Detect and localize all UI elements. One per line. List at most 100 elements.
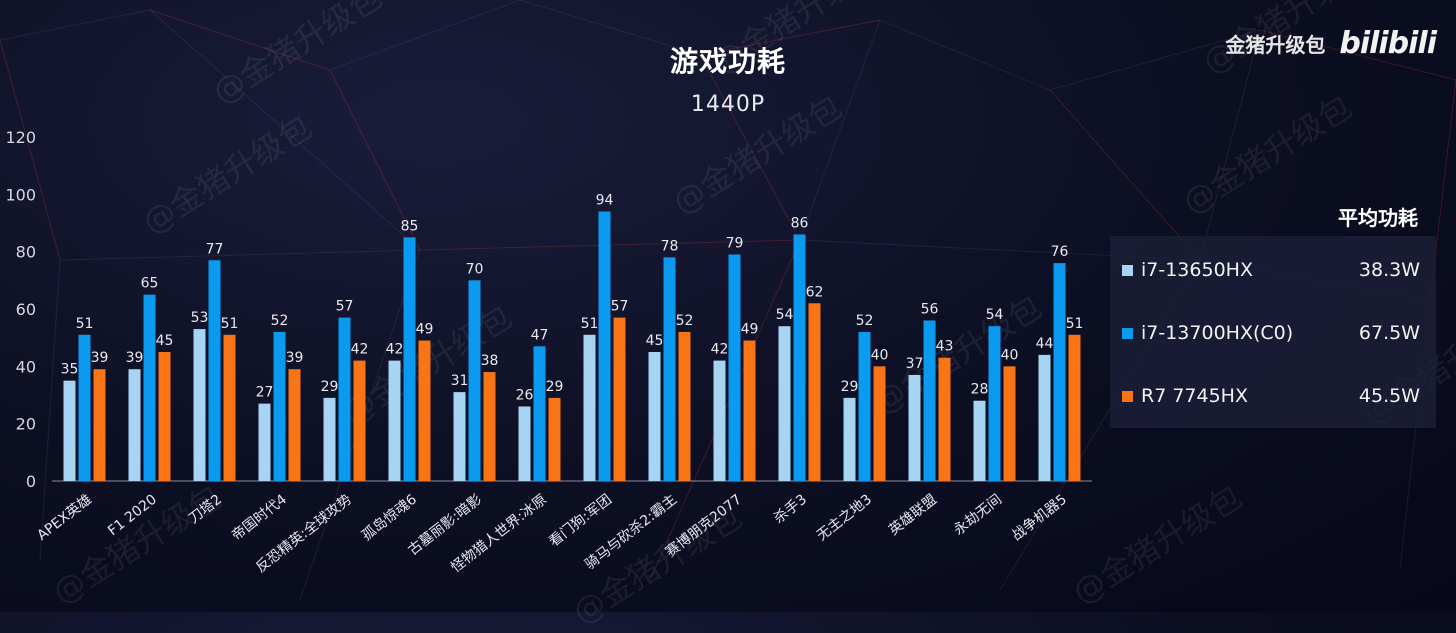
bar-value-label: 85 <box>401 218 419 234</box>
bar-value-label: 52 <box>271 313 289 329</box>
legend-swatch <box>1122 390 1133 402</box>
bar <box>598 211 611 482</box>
bar <box>453 392 466 481</box>
x-tick-label: 永劫无间 <box>951 492 1005 539</box>
bar-value-label: 27 <box>256 385 274 401</box>
bar <box>858 331 871 481</box>
y-tick-label: 0 <box>26 472 36 491</box>
bar-value-label: 86 <box>791 215 809 231</box>
bar <box>778 326 791 481</box>
bar <box>793 234 806 481</box>
bar-value-label: 77 <box>206 241 224 257</box>
bar <box>323 397 336 481</box>
bar <box>468 280 481 481</box>
bar-chart: 0 20 40 60 80 100 120 35 51 39 APEX英雄 39 65 45 F1 2020… <box>5 128 1092 576</box>
bar-value-label: 56 <box>921 301 939 317</box>
bar-value-label: 39 <box>126 350 144 366</box>
bar <box>158 352 171 481</box>
legend-item-value: 45.5W <box>1358 385 1420 407</box>
bar <box>418 340 431 481</box>
bar <box>273 331 286 481</box>
x-tick-label: APEX英雄 <box>34 491 95 544</box>
legend-item-value: 67.5W <box>1358 322 1420 344</box>
bar-value-label: 53 <box>191 310 209 326</box>
bar-value-label: 28 <box>971 382 989 398</box>
bar-value-label: 94 <box>596 193 614 209</box>
bar <box>728 254 741 481</box>
bar <box>1053 263 1066 481</box>
bar-value-label: 54 <box>776 307 794 323</box>
bar <box>1068 334 1081 481</box>
bar <box>713 360 726 481</box>
bar <box>743 340 756 481</box>
bar <box>873 366 886 481</box>
bar <box>388 360 401 481</box>
bar-value-label: 49 <box>416 322 434 338</box>
bar-value-label: 42 <box>711 342 729 358</box>
x-tick-label: 帝国时代4 <box>229 491 290 544</box>
y-tick-label: 100 <box>5 185 36 204</box>
bar <box>223 334 236 481</box>
bar-value-label: 47 <box>531 327 549 343</box>
bar <box>988 326 1001 481</box>
bar <box>613 317 626 481</box>
x-tick-label: 战争机器5 <box>1009 492 1070 545</box>
legend-swatch <box>1122 327 1133 339</box>
bar <box>973 400 986 481</box>
bar-value-label: 78 <box>661 238 679 254</box>
bar-value-label: 79 <box>726 236 744 252</box>
bar-value-label: 76 <box>1051 244 1069 260</box>
y-tick-label: 60 <box>16 300 36 319</box>
bar <box>93 369 106 481</box>
bar <box>193 329 206 481</box>
x-tick-label: 刀塔2 <box>186 492 225 527</box>
bar-value-label: 42 <box>386 342 404 358</box>
legend-item-r7-7745hx: R7 7745HX 45.5W <box>1110 376 1436 416</box>
bar <box>128 369 141 481</box>
bar-value-label: 49 <box>741 322 759 338</box>
legend-item-i7-13700hx: i7-13700HX(C0) 67.5W <box>1110 313 1436 353</box>
bar-value-label: 57 <box>336 299 354 315</box>
bar-value-label: 54 <box>986 307 1004 323</box>
bar <box>663 257 676 481</box>
bar-value-label: 51 <box>581 316 599 332</box>
bar-value-label: 65 <box>141 276 159 292</box>
bar-value-label: 43 <box>936 339 954 355</box>
bar <box>678 331 691 481</box>
bar <box>1038 354 1051 481</box>
bar <box>208 260 221 481</box>
y-tick-label: 40 <box>16 357 36 376</box>
legend-header: 平均功耗 <box>1338 206 1418 230</box>
bar-value-label: 52 <box>676 313 694 329</box>
bar-value-label: 29 <box>321 379 339 395</box>
bar <box>808 303 821 481</box>
bilibili-logo: bilibili <box>1339 26 1437 61</box>
bar-value-label: 51 <box>1066 316 1084 332</box>
bar-value-label: 57 <box>611 299 629 315</box>
legend: i7-13650HX 38.3W i7-13700HX(C0) 67.5W R7… <box>1110 236 1436 428</box>
background-network-lines <box>0 0 1456 601</box>
bar <box>843 397 856 481</box>
x-tick-label: 英雄联盟 <box>885 491 940 539</box>
bar-value-label: 40 <box>871 347 889 363</box>
bar-value-label: 52 <box>856 313 874 329</box>
bar <box>78 334 91 481</box>
bar <box>648 352 661 481</box>
bar <box>518 406 531 481</box>
bar-value-label: 31 <box>451 373 469 389</box>
bar <box>548 397 561 481</box>
bar-value-label: 29 <box>841 379 859 395</box>
bar-value-label: 44 <box>1036 336 1054 352</box>
bar <box>288 369 301 481</box>
bar-value-label: 51 <box>76 316 94 332</box>
bar <box>63 380 76 481</box>
bar-value-label: 70 <box>466 261 484 277</box>
bar-value-label: 62 <box>806 284 824 300</box>
x-tick-label: F1 2020 <box>105 492 160 540</box>
legend-item-value: 38.3W <box>1358 259 1420 281</box>
x-tick-label: 看门狗:军团 <box>546 492 615 551</box>
bar-value-label: 42 <box>351 342 369 358</box>
bar-value-label: 29 <box>546 379 564 395</box>
bar <box>908 374 921 481</box>
x-tick-label: 无主之地3 <box>814 492 875 545</box>
